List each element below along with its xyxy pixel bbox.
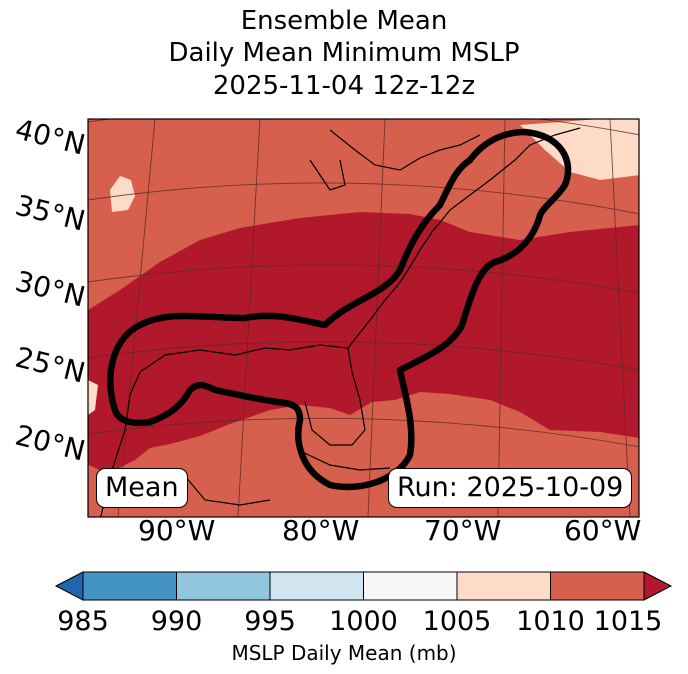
colorbar-tick-1010: 1010 [516, 606, 585, 637]
lon-label-70: 70°W [424, 514, 502, 547]
colorbar-tick-995: 995 [244, 606, 296, 637]
map-frame [87, 118, 640, 518]
title-line-1: Ensemble Mean [240, 6, 448, 36]
colorbar-over [643, 571, 673, 601]
field-high-region [88, 212, 639, 470]
coastlines [100, 127, 581, 517]
contour-outline [107, 128, 572, 491]
colorbar-label: MSLP Daily Mean (mb) [231, 641, 457, 665]
colorbar-bin-995-1000 [269, 571, 364, 601]
run-date-label-box: Run: 2025-10-09 [388, 468, 633, 508]
colorbar-tick-1005: 1005 [422, 606, 492, 637]
colorbar-bin-985-990 [82, 571, 177, 601]
colorbar-tick-985: 985 [57, 606, 109, 637]
colorbar-bin-1000-1005 [363, 571, 458, 601]
colorbar-under [54, 571, 84, 601]
lon-label-90: 90°W [138, 514, 216, 547]
field-patch-north-east [520, 119, 639, 180]
mean-label-box: Mean [96, 468, 188, 508]
colorbar-tick-990: 990 [150, 606, 203, 637]
colorbar-bin-1005-1010 [456, 571, 551, 601]
title-line-2: Daily Mean Minimum MSLP [168, 38, 520, 68]
colorbar [54, 571, 673, 601]
field-patch-south-west [88, 380, 98, 415]
colorbar-bin-1010-1015 [550, 571, 645, 601]
lon-label-80: 80°W [282, 514, 360, 547]
colorbar-tick-1015: 1015 [593, 606, 663, 637]
colorbar-bin-990-995 [176, 571, 271, 601]
graticule [88, 119, 639, 517]
map-panel [88, 119, 639, 517]
colorbar-tick-1000: 1000 [329, 606, 398, 637]
title-line-3: 2025-11-04 12z-12z [212, 71, 476, 101]
lon-label-60: 60°W [564, 514, 642, 547]
field-patch-north-west [110, 176, 135, 212]
